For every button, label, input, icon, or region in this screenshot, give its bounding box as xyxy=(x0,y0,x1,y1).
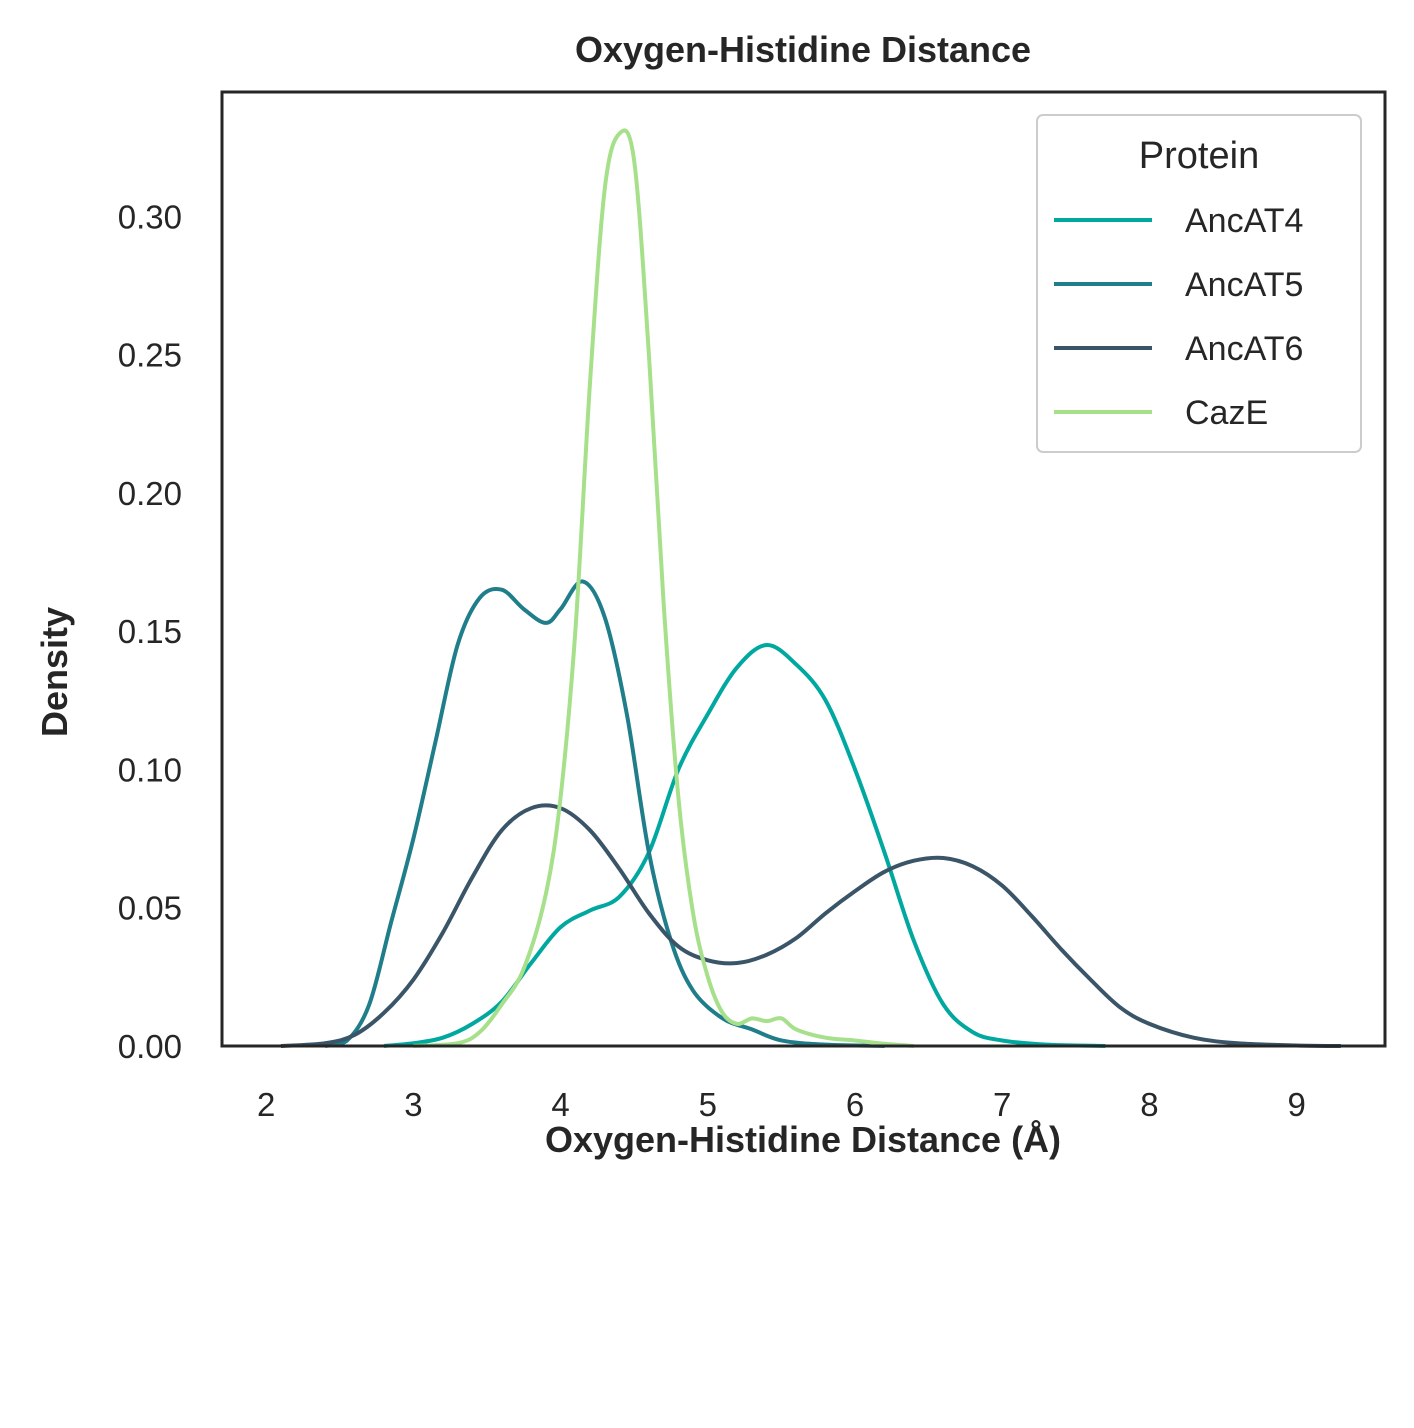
y-tick-label: 0.10 xyxy=(118,751,182,788)
x-tick-label: 9 xyxy=(1287,1086,1305,1123)
legend-title: Protein xyxy=(1139,135,1259,177)
series-line-ancat5 xyxy=(324,579,885,1048)
plot-frame xyxy=(220,90,1387,1048)
x-tick-label: 5 xyxy=(699,1086,717,1123)
y-axis-ticks: 0.00 0.05 0.10 0.15 0.20 0.25 0.30 xyxy=(118,198,182,1065)
legend-label-ancat5: AncAT5 xyxy=(1185,266,1303,304)
y-tick-label: 0.20 xyxy=(118,475,182,512)
chart-title: Oxygen-Histidine Distance xyxy=(575,29,1031,70)
legend-label-ancat4: AncAT4 xyxy=(1185,202,1303,240)
series-line-caze xyxy=(413,128,915,1048)
legend-box xyxy=(1036,114,1362,453)
y-tick-label: 0.15 xyxy=(118,613,182,650)
x-tick-label: 4 xyxy=(551,1086,569,1123)
x-axis-label: Oxygen-Histidine Distance (Å) xyxy=(545,1119,1061,1160)
y-tick-label: 0.00 xyxy=(118,1028,182,1065)
x-axis-ticks: 2 3 4 5 6 7 8 9 xyxy=(257,1086,1306,1123)
x-tick-label: 8 xyxy=(1140,1086,1158,1123)
x-tick-label: 2 xyxy=(257,1086,275,1123)
y-tick-label: 0.05 xyxy=(118,890,182,927)
series-line-ancat6 xyxy=(280,803,1341,1048)
x-tick-label: 7 xyxy=(993,1086,1011,1123)
y-tick-label: 0.30 xyxy=(118,198,182,235)
x-tick-label: 3 xyxy=(404,1086,422,1123)
y-tick-label: 0.25 xyxy=(118,337,182,374)
legend-items: AncAT4 AncAT5 AncAT6 CazE xyxy=(1054,202,1303,432)
series-curves xyxy=(280,128,1341,1048)
legend: Protein AncAT4 AncAT5 AncAT6 CazE xyxy=(1036,114,1362,453)
legend-label-caze: CazE xyxy=(1185,394,1268,432)
x-tick-label: 6 xyxy=(846,1086,864,1123)
y-axis-label: Density xyxy=(34,607,75,737)
legend-label-ancat6: AncAT6 xyxy=(1185,330,1303,368)
